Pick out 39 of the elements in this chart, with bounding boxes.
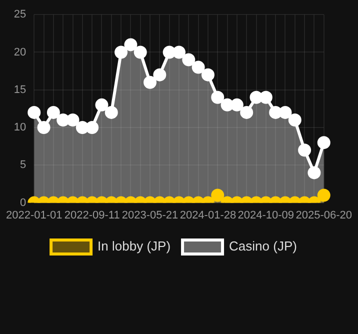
y-tick-label: 25 (14, 8, 26, 21)
y-tick-label: 15 (14, 84, 26, 96)
point (134, 46, 147, 59)
legend-label: In lobby (JP) (98, 238, 171, 254)
x-tick-label: 2025-06-20 (296, 209, 352, 222)
point (269, 106, 282, 119)
point (124, 38, 138, 52)
x-tick-label: 2023-05-21 (122, 209, 178, 222)
point (66, 113, 80, 126)
point (76, 121, 89, 134)
y-tick-label: 20 (14, 46, 26, 58)
point (104, 106, 118, 119)
point (230, 98, 244, 112)
point (153, 68, 166, 82)
point (46, 106, 60, 119)
point (28, 106, 41, 119)
y-tick-label: 0 (20, 196, 26, 209)
legend-label: Casino (JP) (229, 238, 297, 254)
point (240, 106, 254, 119)
x-tick-label: 2022-09-11 (64, 209, 120, 222)
point (37, 121, 50, 134)
x-tick-label: 2024-01-28 (180, 209, 236, 222)
point (201, 68, 214, 82)
x-tick-label: 2024-10-09 (238, 209, 294, 222)
point (172, 46, 186, 59)
point (192, 60, 205, 74)
point (95, 98, 108, 112)
x-tick-label: 2022-01-01 (6, 209, 62, 222)
point (144, 76, 157, 89)
point (211, 90, 224, 104)
point (259, 90, 272, 104)
y-tick-label: 5 (20, 159, 26, 172)
y-tick-label: 10 (14, 122, 26, 134)
point (56, 113, 70, 126)
point (182, 53, 196, 66)
point (114, 46, 128, 59)
point (278, 106, 292, 119)
point (288, 113, 302, 126)
point (86, 121, 99, 134)
